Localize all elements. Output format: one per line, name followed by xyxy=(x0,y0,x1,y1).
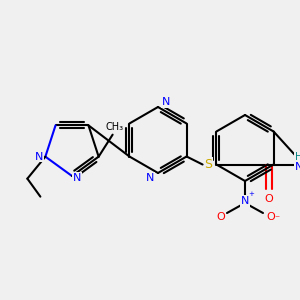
Text: CH₃: CH₃ xyxy=(106,122,124,132)
Text: S: S xyxy=(205,158,213,171)
Text: H: H xyxy=(295,152,300,163)
Text: N: N xyxy=(146,173,154,183)
Text: O: O xyxy=(264,194,273,203)
Text: O: O xyxy=(267,212,275,222)
Text: O: O xyxy=(217,212,225,222)
Text: ⁻: ⁻ xyxy=(274,214,280,224)
Text: N: N xyxy=(241,196,249,206)
Text: N: N xyxy=(73,173,81,183)
Text: +: + xyxy=(248,191,254,197)
Text: N: N xyxy=(35,152,44,162)
Text: N: N xyxy=(162,97,170,107)
Text: N: N xyxy=(294,163,300,172)
